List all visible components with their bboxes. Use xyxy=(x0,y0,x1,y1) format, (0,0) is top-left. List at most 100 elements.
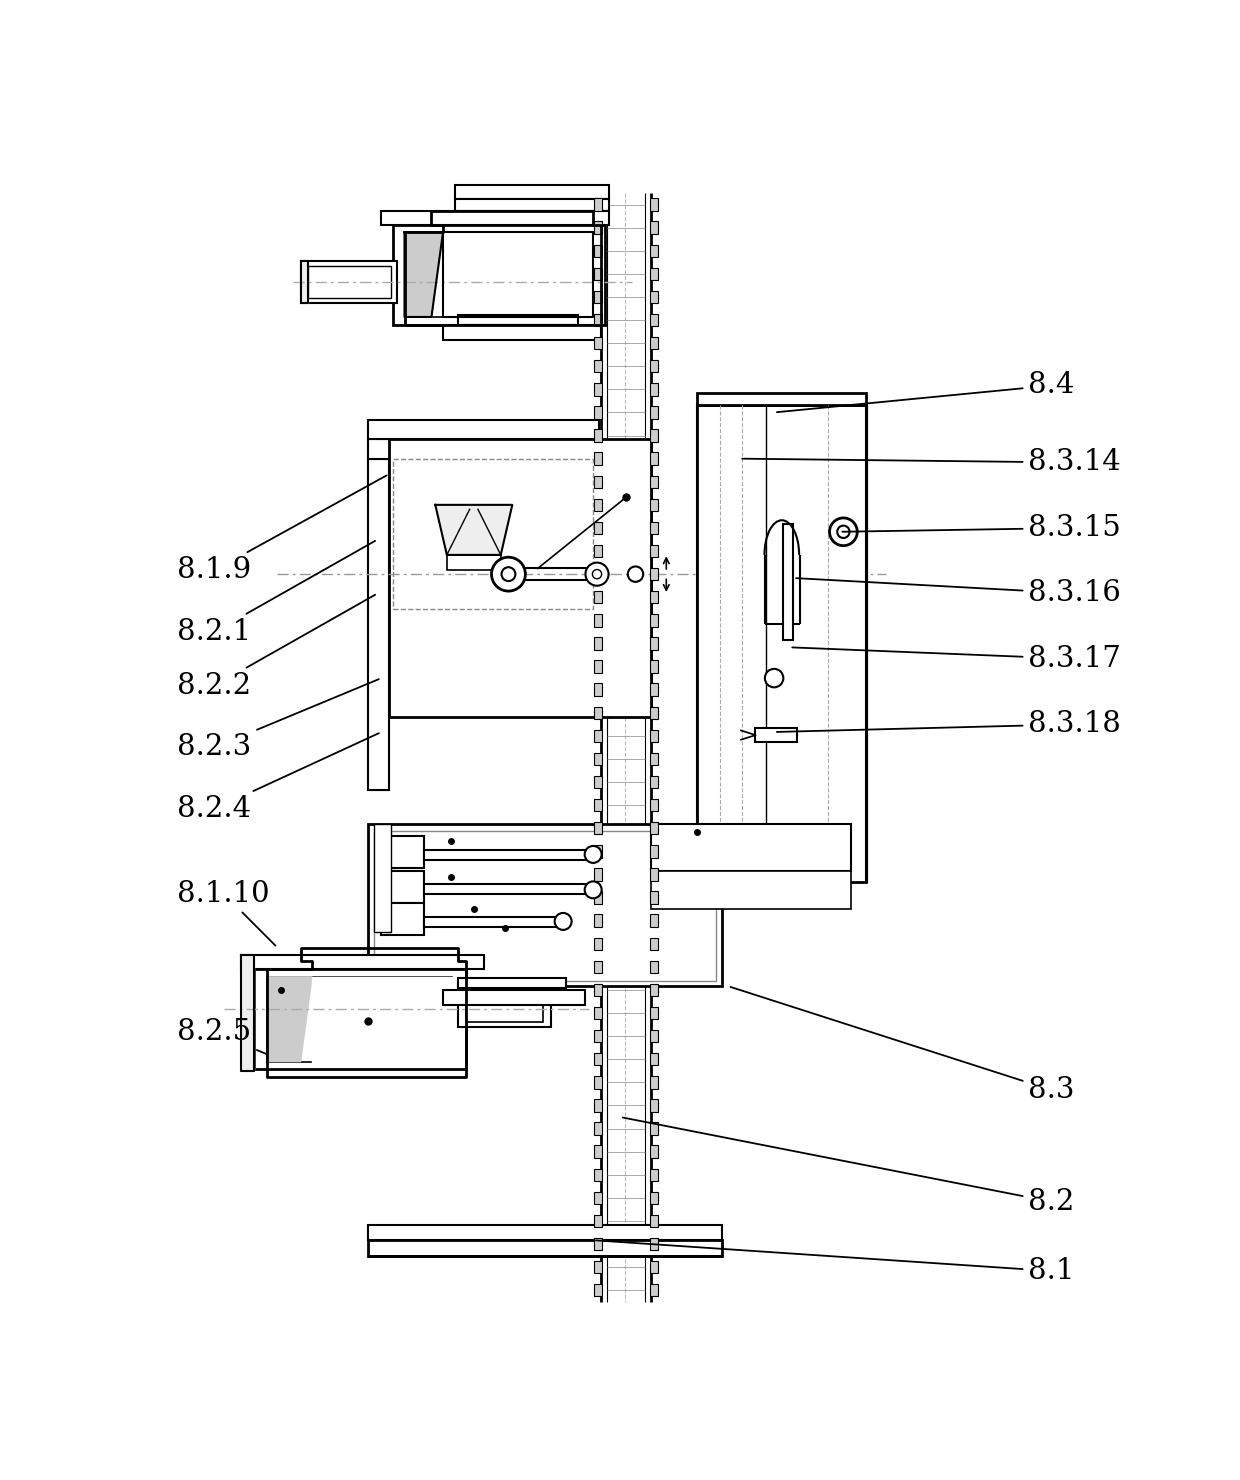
Bar xyxy=(849,404,867,882)
Bar xyxy=(594,684,601,696)
Bar xyxy=(594,1054,601,1066)
Text: 8.1.10: 8.1.10 xyxy=(177,879,275,946)
Bar xyxy=(594,1076,601,1088)
Text: 8.3.16: 8.3.16 xyxy=(796,579,1121,607)
Bar xyxy=(373,824,391,932)
Bar xyxy=(650,1006,658,1020)
Bar xyxy=(594,522,601,534)
Bar xyxy=(650,753,658,765)
Bar xyxy=(650,938,658,950)
Bar xyxy=(650,568,658,580)
Bar xyxy=(594,499,601,511)
Circle shape xyxy=(765,669,784,687)
Bar xyxy=(455,185,609,200)
Bar xyxy=(594,638,601,650)
Circle shape xyxy=(554,913,572,929)
Bar xyxy=(650,360,658,373)
Polygon shape xyxy=(435,505,512,555)
Bar xyxy=(697,404,714,882)
Bar xyxy=(594,222,601,234)
Polygon shape xyxy=(404,232,443,317)
Bar xyxy=(594,314,601,326)
Text: 8.4: 8.4 xyxy=(777,371,1075,413)
Bar xyxy=(594,198,601,210)
Bar xyxy=(594,1146,601,1157)
Bar xyxy=(594,568,601,580)
Bar xyxy=(755,728,797,741)
Circle shape xyxy=(585,847,601,863)
Bar xyxy=(594,545,601,556)
Bar xyxy=(594,845,601,857)
Bar xyxy=(650,821,658,835)
Bar xyxy=(367,420,599,440)
Bar xyxy=(650,499,658,511)
Bar xyxy=(594,1030,601,1042)
Bar xyxy=(697,394,867,404)
Bar xyxy=(393,459,593,608)
Bar xyxy=(594,1169,601,1181)
Circle shape xyxy=(593,570,601,579)
Circle shape xyxy=(627,567,644,582)
Bar xyxy=(650,730,658,741)
Bar xyxy=(594,915,601,926)
Bar xyxy=(242,955,484,969)
Text: 8.3: 8.3 xyxy=(730,987,1075,1104)
Bar xyxy=(594,821,601,835)
Bar xyxy=(367,1240,722,1255)
Bar xyxy=(594,429,601,441)
Bar xyxy=(459,984,551,1027)
Bar xyxy=(594,984,601,996)
Bar xyxy=(650,1054,658,1066)
Bar xyxy=(300,260,397,303)
Bar xyxy=(594,706,601,719)
Bar xyxy=(650,1285,658,1296)
Bar xyxy=(424,916,563,926)
Bar xyxy=(650,799,658,811)
Bar xyxy=(594,290,601,303)
Bar xyxy=(650,869,658,881)
Bar xyxy=(650,660,658,673)
Bar xyxy=(650,268,658,280)
Bar xyxy=(594,475,601,488)
Text: 8.1: 8.1 xyxy=(596,1240,1075,1285)
Circle shape xyxy=(837,525,849,537)
Bar xyxy=(594,1122,601,1135)
Bar xyxy=(651,824,851,870)
Bar xyxy=(650,1237,658,1251)
Bar xyxy=(594,1237,601,1251)
Text: 8.3.14: 8.3.14 xyxy=(743,448,1121,477)
Bar xyxy=(594,1285,601,1296)
Polygon shape xyxy=(242,955,254,1072)
Text: 8.2.2: 8.2.2 xyxy=(177,595,376,700)
Bar xyxy=(594,244,601,258)
Bar xyxy=(650,522,658,534)
Bar xyxy=(594,938,601,950)
Bar xyxy=(594,1261,601,1273)
Bar xyxy=(650,845,658,857)
Text: 8.1.9: 8.1.9 xyxy=(177,475,387,585)
Bar xyxy=(650,591,658,604)
Bar xyxy=(443,324,601,340)
Text: 8.2.5: 8.2.5 xyxy=(177,1018,267,1054)
Bar xyxy=(594,730,601,741)
Bar xyxy=(849,404,867,882)
Bar xyxy=(373,830,717,981)
Bar xyxy=(459,315,578,324)
Bar xyxy=(650,244,658,258)
Bar xyxy=(650,545,658,556)
Bar xyxy=(650,314,658,326)
Bar xyxy=(455,200,609,210)
Bar xyxy=(650,1261,658,1273)
Bar xyxy=(650,429,658,441)
Bar xyxy=(650,1169,658,1181)
Bar xyxy=(650,984,658,996)
Bar xyxy=(594,753,601,765)
Bar xyxy=(459,978,567,989)
Bar xyxy=(650,961,658,972)
Circle shape xyxy=(501,567,516,582)
Bar xyxy=(651,870,851,909)
Bar xyxy=(594,776,601,789)
Circle shape xyxy=(585,562,609,586)
Bar xyxy=(594,961,601,972)
Bar xyxy=(594,1006,601,1020)
